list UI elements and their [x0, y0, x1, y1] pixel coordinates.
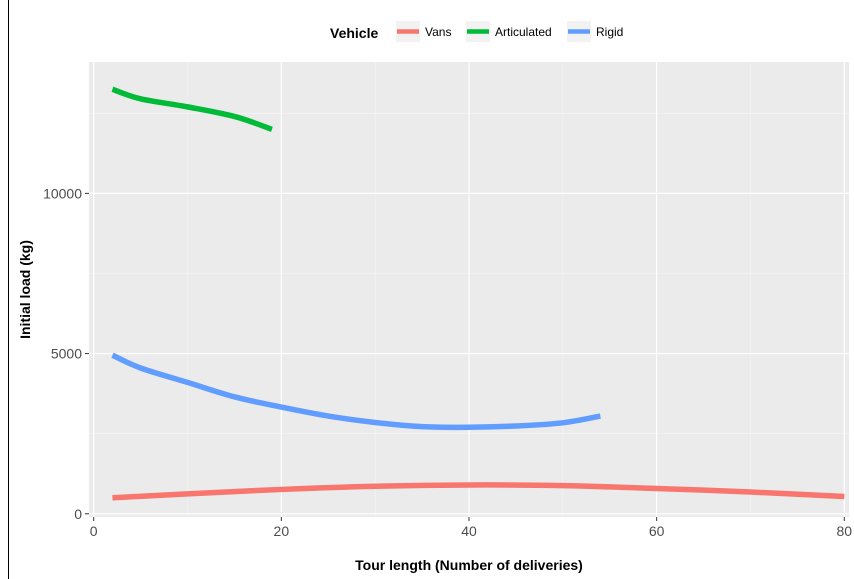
x-tick-label: 0 [90, 523, 98, 539]
x-tick-label: 60 [649, 523, 665, 539]
legend-label-articulated: Articulated [495, 25, 552, 39]
legend-title: Vehicle [330, 25, 378, 41]
series-layer [111, 86, 845, 501]
y-axis-title: Initial load (kg) [17, 240, 33, 339]
y-tick-label: 0 [74, 506, 82, 522]
legend-label-vans: Vans [425, 25, 451, 39]
legend: Vehicle Vans Articulated Rigid [330, 21, 623, 42]
series-line-rigid [111, 352, 601, 431]
x-axis-title: Tour length (Number of deliveries) [355, 557, 583, 573]
legend-items: Vans Articulated Rigid [396, 21, 623, 42]
y-tick-label: 5000 [51, 346, 82, 362]
y-tick-label: 10000 [43, 185, 82, 201]
axis-layer: 0 20 40 60 80 0 5000 10000 [43, 185, 852, 539]
x-tick-label: 80 [837, 523, 853, 539]
legend-label-rigid: Rigid [596, 25, 623, 39]
x-tick-label: 20 [274, 523, 290, 539]
x-tick-label: 40 [461, 523, 477, 539]
grid-layer [89, 62, 849, 517]
series-line-articulated [111, 86, 273, 132]
series-line-vans [112, 482, 845, 501]
left-frame-line [8, 0, 9, 579]
